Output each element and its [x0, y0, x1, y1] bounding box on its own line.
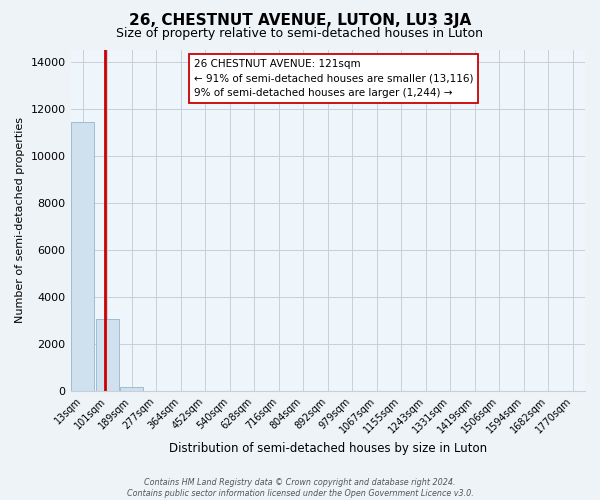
X-axis label: Distribution of semi-detached houses by size in Luton: Distribution of semi-detached houses by … — [169, 442, 487, 455]
Y-axis label: Number of semi-detached properties: Number of semi-detached properties — [15, 118, 25, 324]
Bar — [120, 387, 143, 391]
Text: 26 CHESTNUT AVENUE: 121sqm
← 91% of semi-detached houses are smaller (13,116)
9%: 26 CHESTNUT AVENUE: 121sqm ← 91% of semi… — [194, 58, 473, 98]
Text: Contains HM Land Registry data © Crown copyright and database right 2024.
Contai: Contains HM Land Registry data © Crown c… — [127, 478, 473, 498]
Text: 26, CHESTNUT AVENUE, LUTON, LU3 3JA: 26, CHESTNUT AVENUE, LUTON, LU3 3JA — [129, 12, 471, 28]
Bar — [95, 319, 119, 391]
Text: Size of property relative to semi-detached houses in Luton: Size of property relative to semi-detach… — [116, 28, 484, 40]
Bar — [71, 122, 94, 391]
